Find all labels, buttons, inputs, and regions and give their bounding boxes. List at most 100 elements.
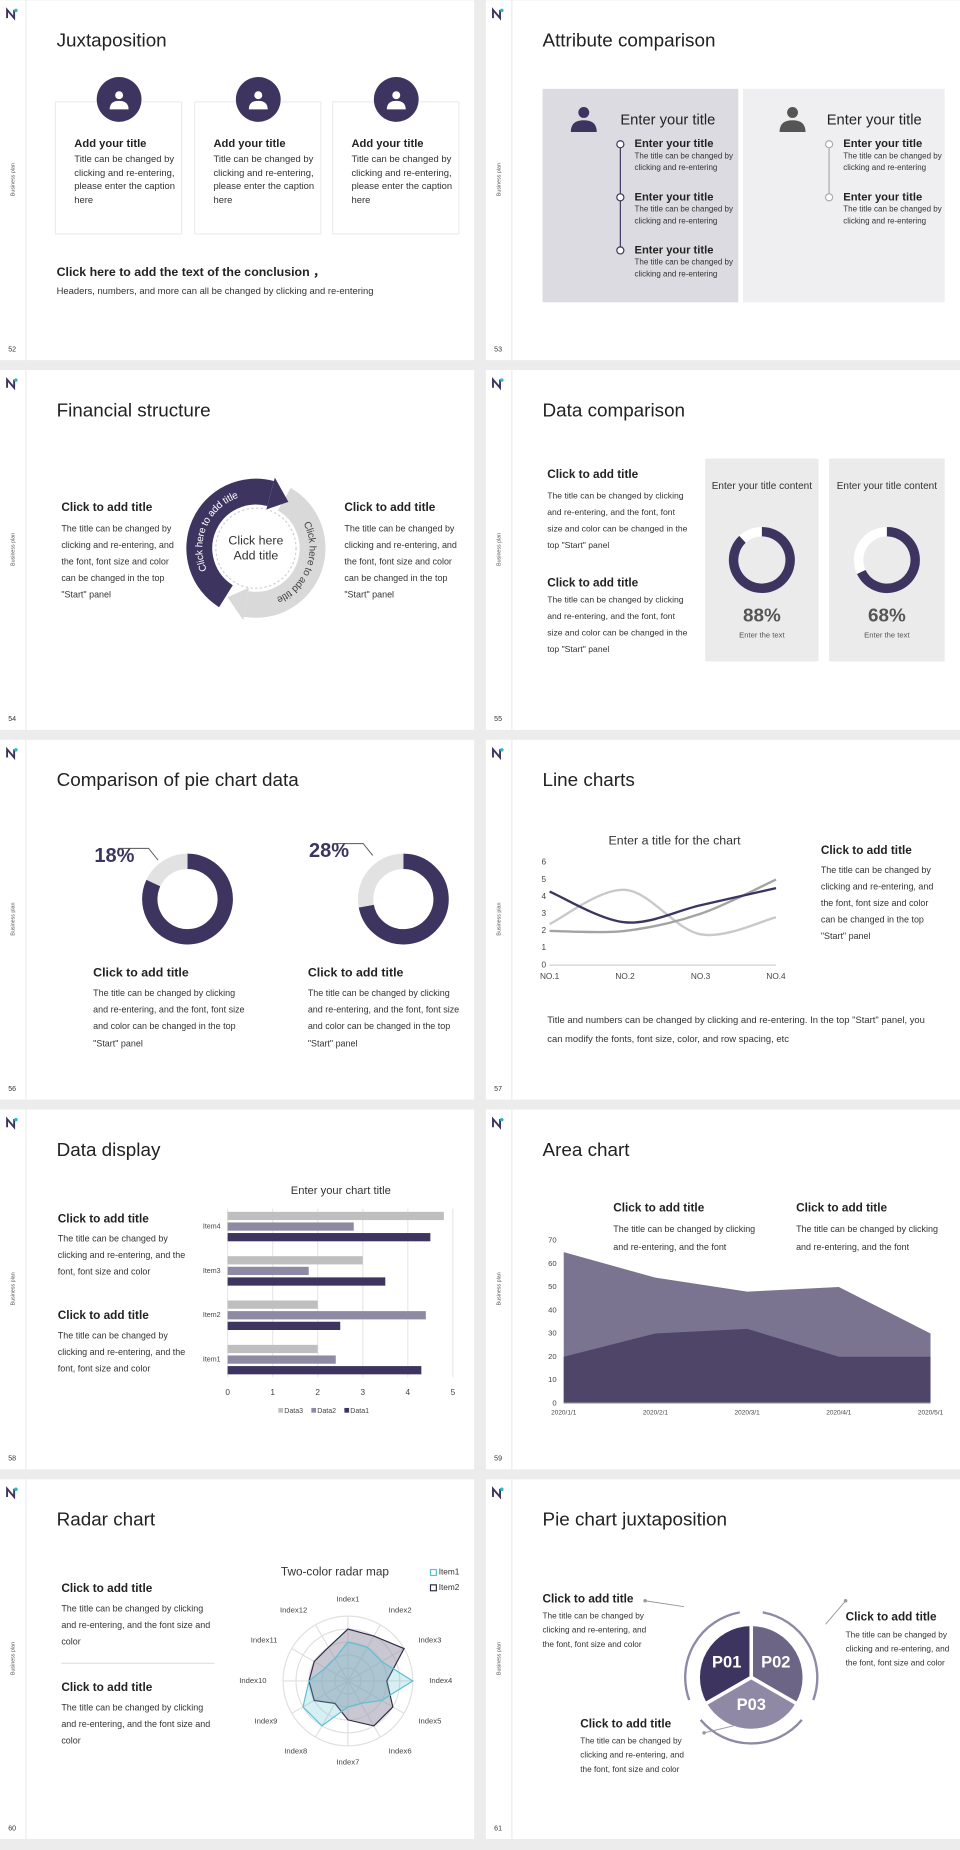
- donut-value: [357, 853, 404, 908]
- panel-title: Enter your title: [620, 113, 715, 129]
- page-number: 53: [494, 346, 502, 353]
- conclusion-text: Headers, numbers, and more can all be ch…: [57, 285, 374, 296]
- legend-label: Item1: [439, 1568, 460, 1577]
- paragraph-box: Title and numbers can be changed by clic…: [547, 1015, 925, 1044]
- legend-swatch: [344, 1407, 350, 1413]
- block-text: The title can be changed by clicking and…: [547, 594, 688, 655]
- paragraph-box: The title can be changed by clicking and…: [843, 205, 941, 226]
- item-text: The title can be changed by clicking and…: [634, 258, 733, 280]
- x-tick-label: 3: [360, 1388, 365, 1397]
- leader-line: [825, 1600, 846, 1625]
- paragraph-box: Title can be changed by clicking and re-…: [351, 154, 452, 205]
- paragraph-box: The title can be changed by clicking and…: [547, 594, 688, 655]
- side-label: Business plan: [10, 1642, 16, 1675]
- side-label: Business plan: [496, 533, 502, 566]
- page-number: 61: [494, 1825, 502, 1832]
- y-tick-label: 4: [541, 892, 546, 901]
- y-tick-label: 30: [548, 1329, 557, 1338]
- leader-line: [703, 1725, 734, 1734]
- x-tick-label: 5: [451, 1388, 456, 1397]
- axis-label: Index3: [418, 1635, 441, 1644]
- y-tick-label: 0: [541, 960, 546, 969]
- icon-body: [109, 100, 129, 110]
- item-text: The title can be changed by clicking and…: [843, 152, 942, 174]
- timeline-dot: [824, 193, 834, 202]
- page-number: 56: [8, 1086, 16, 1093]
- line-series: [549, 888, 777, 937]
- item-title: Enter your title: [634, 138, 713, 150]
- paragraph-box: The title can be changed by clicking and…: [821, 865, 934, 942]
- logo-dot: [14, 1487, 18, 1492]
- panel-title: Enter your title: [827, 113, 922, 129]
- donut-rest: [739, 526, 763, 544]
- axis-label: Index8: [284, 1746, 307, 1755]
- icon-head: [115, 91, 124, 100]
- block-text: The title can be changed by clicking and…: [61, 523, 174, 601]
- y-tick-label: 5: [541, 875, 546, 884]
- card: [705, 458, 819, 662]
- icon-head: [787, 107, 798, 118]
- slide-title: Attribute comparison: [543, 30, 716, 51]
- logo: [6, 7, 16, 21]
- logo-dot: [500, 1487, 504, 1492]
- item-text: The title can be changed by clicking and…: [634, 152, 733, 174]
- slide: Business plan 55 Data comparison Click to a…: [485, 370, 960, 730]
- paragraph-box: The title can be changed by clicking and…: [61, 1702, 210, 1746]
- y-tick-label: 2: [541, 926, 546, 935]
- leader-dot: [843, 1599, 848, 1603]
- side-label: Business plan: [496, 1272, 502, 1305]
- block-title: Click to add title: [58, 1212, 149, 1225]
- segment-label: P02: [761, 1654, 790, 1672]
- page-number: 60: [8, 1825, 16, 1832]
- timeline-dot: [616, 193, 625, 202]
- card: [829, 458, 945, 662]
- value-label: 18%: [94, 845, 134, 867]
- slide-title: Area chart: [543, 1139, 631, 1160]
- timeline-dot: [616, 140, 625, 149]
- logo-dot: [500, 378, 504, 382]
- logo-dot: [500, 1117, 504, 1122]
- donut-rest: [853, 526, 888, 575]
- axis-label: Index9: [254, 1717, 277, 1726]
- paragraph-box: The title can be changed by clicking and…: [61, 523, 174, 601]
- block-text: The title can be changed by clicking and…: [57, 1330, 186, 1374]
- cycle-arrow-gray: [227, 587, 249, 621]
- bar: [227, 1277, 386, 1286]
- side-label: Business plan: [10, 163, 16, 196]
- paragraph-box: The title can be changed by clicking and…: [634, 152, 733, 174]
- card-text: Title can be changed by clicking and re-…: [213, 153, 315, 205]
- leader-line: [332, 843, 374, 856]
- slide: Business plan 54 Financial structure Click …: [0, 370, 475, 730]
- x-tick-label: NO.3: [691, 972, 711, 981]
- side-label: Business plan: [496, 1642, 502, 1675]
- slide-title: Data comparison: [543, 399, 686, 420]
- block-title: Click to add title: [344, 501, 435, 514]
- slide-title: Comparison of pie chart data: [57, 769, 300, 790]
- page-number: 58: [8, 1456, 16, 1463]
- side-label: Business plan: [10, 903, 16, 936]
- block-text: The title can be changed by clicking and…: [344, 523, 457, 601]
- item-title: Enter your title: [843, 138, 922, 150]
- category-label: Item3: [203, 1268, 221, 1275]
- logo-dot: [500, 748, 504, 752]
- card-icon: [235, 77, 281, 122]
- x-tick-label: NO.2: [615, 972, 635, 981]
- center-text: Add title: [234, 549, 279, 563]
- paragraph-box: The title can be changed by clicking and…: [613, 1223, 755, 1251]
- block-text: The title can be changed by clicking and…: [307, 987, 460, 1049]
- x-tick-label: NO.4: [766, 972, 786, 981]
- block-text: The title can be changed by clicking and…: [93, 987, 245, 1049]
- slide-background: [0, 739, 475, 1100]
- block-title: Click to add title: [821, 844, 912, 857]
- y-tick-label: 20: [548, 1352, 557, 1361]
- timeline-dot: [616, 246, 625, 255]
- caption: Enter the text: [739, 630, 785, 639]
- paragraph-box: The title can be changed by clicking and…: [57, 1233, 186, 1278]
- block-text: The title can be changed by clicking and…: [57, 1233, 186, 1278]
- icon-head: [254, 91, 263, 100]
- category-label: Item1: [203, 1356, 221, 1363]
- page-number: 54: [8, 716, 16, 723]
- logo: [492, 1486, 501, 1500]
- logo-dot: [14, 378, 18, 382]
